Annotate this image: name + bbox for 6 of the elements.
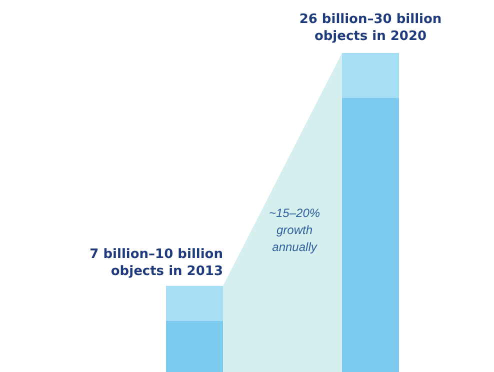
- annotation: ~15–20% growth annually: [268, 206, 320, 254]
- annotation: 7 billion–10 billion objects in 2013: [90, 246, 223, 279]
- bar: [166, 286, 223, 321]
- bar: [166, 320, 223, 372]
- text: 26 billion–30 billion objects in 2020: [299, 12, 442, 44]
- bar: [342, 53, 399, 98]
